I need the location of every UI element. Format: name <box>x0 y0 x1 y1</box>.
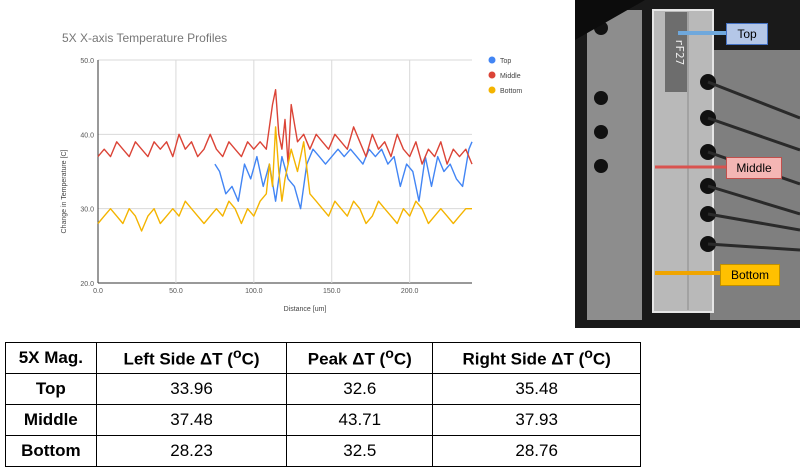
series-line-bottom <box>97 126 472 232</box>
series-line-middle <box>97 88 473 165</box>
callout-middle: Middle <box>726 157 782 179</box>
y-tick-label: 30.0 <box>80 207 94 214</box>
x-tick-label: 150.0 <box>323 288 341 295</box>
table-row: Top 33.96 32.6 35.48 <box>5 373 641 405</box>
table-header: Peak ΔT (oC) <box>286 342 434 374</box>
table-cell: 35.48 <box>432 373 641 405</box>
legend-marker-top <box>488 56 496 64</box>
legend-label-bottom: Bottom <box>500 88 522 95</box>
y-tick-label: 20.0 <box>80 281 94 288</box>
chip-photo: rF27 Top Middle Bottom <box>575 0 800 328</box>
table-cell: 33.96 <box>95 373 288 405</box>
series-line-top <box>214 141 473 210</box>
table-cell: 37.48 <box>95 404 288 436</box>
chart-svg: 20.0 30.0 40.0 50.0 0.0 50.0 100.0 150.0 200.0 Di… <box>61 56 522 313</box>
y-axis-label: Change in Temperature [C] <box>61 149 68 233</box>
legend-label-top: Top <box>500 58 511 65</box>
x-tick-label: 50.0 <box>169 288 183 295</box>
table-header: 5X Mag. <box>5 342 97 374</box>
table-cell: Bottom <box>5 435 97 467</box>
x-tick-label: 100.0 <box>245 288 263 295</box>
table-cell: 43.71 <box>286 404 434 436</box>
temperature-table: 5X Mag. Left Side ΔT (oC) Peak ΔT (oC) R… <box>5 342 641 467</box>
x-axis-label: Distance [um] <box>284 306 327 313</box>
table-cell: Middle <box>5 404 97 436</box>
table-cell: Top <box>5 373 97 405</box>
y-tick-label: 50.0 <box>80 58 94 65</box>
table-cell: 28.23 <box>95 435 288 467</box>
legend-marker-middle <box>488 71 496 79</box>
legend-marker-bottom <box>488 86 496 94</box>
temperature-chart: 20.0 30.0 40.0 50.0 0.0 50.0 100.0 150.0 200.0 Di… <box>0 0 560 330</box>
table-cell: 28.76 <box>432 435 641 467</box>
chip-marking: rF27 <box>673 39 686 66</box>
callout-top: Top <box>726 23 768 45</box>
table-cell: 32.5 <box>286 435 434 467</box>
table-header: Left Side ΔT (oC) <box>95 342 288 374</box>
table-cell: 32.6 <box>286 373 434 405</box>
x-tick-label: 200.0 <box>401 288 419 295</box>
table-header: Right Side ΔT (oC) <box>432 342 641 374</box>
legend-label-middle: Middle <box>500 73 521 80</box>
table-cell: 37.93 <box>432 404 641 436</box>
y-tick-label: 40.0 <box>80 132 94 139</box>
chart-title: 5X X-axis Temperature Profiles <box>62 31 228 45</box>
table-row: Middle 37.48 43.71 37.93 <box>5 404 641 436</box>
table-row: Bottom 28.23 32.5 28.76 <box>5 435 641 467</box>
x-tick-label: 0.0 <box>93 288 103 295</box>
table-header-row: 5X Mag. Left Side ΔT (oC) Peak ΔT (oC) R… <box>5 342 641 374</box>
callout-bottom: Bottom <box>720 264 780 286</box>
